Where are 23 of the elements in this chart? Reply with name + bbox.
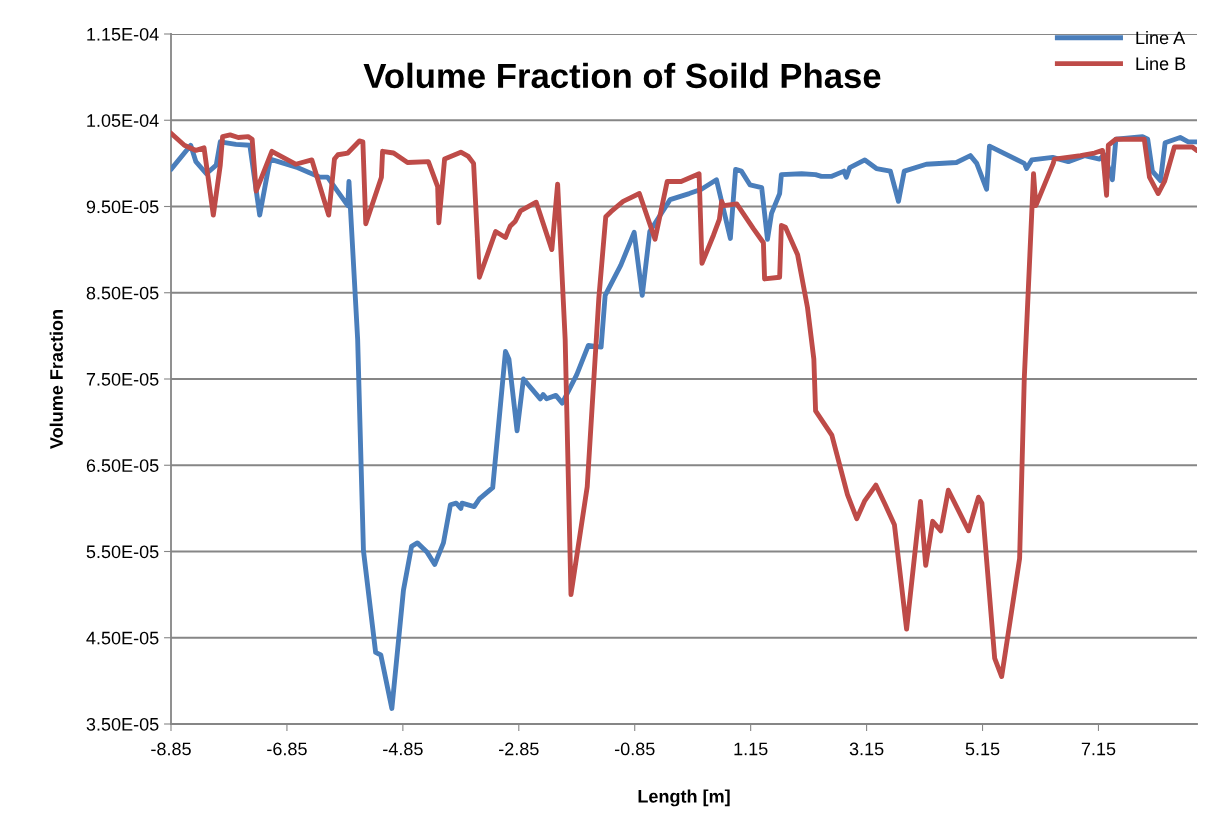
y-axis-title: Volume Fraction [49,310,63,449]
legend-label: Line B [1136,56,1186,71]
x-tick-label: -4.85 [383,742,423,756]
legend-label: Line A [1136,31,1186,45]
x-tick-label: 3.15 [849,742,884,756]
x-tick-label: -2.85 [499,742,539,756]
y-tick-label: 1.05E-04 [87,114,159,127]
y-tick-label: 1.15E-04 [87,27,159,41]
x-tick-label: 5.15 [965,742,1000,756]
x-tick-label: -8.85 [151,742,191,756]
y-tick-label: 4.50E-05 [86,631,159,645]
x-tick-label: 7.15 [1081,742,1116,756]
x-tick-label: -6.85 [267,742,307,756]
y-tick-label: 8.50E-05 [86,286,159,300]
x-axis-title: Length [m] [638,789,730,807]
x-tick-label: 1.15 [734,742,768,756]
y-tick-label: 7.50E-05 [86,372,159,386]
text: Volume Fraction of Soild Phase [363,62,881,89]
y-tick-label: 9.50E-05 [86,200,159,214]
y-tick-label: 3.50E-05 [86,717,159,731]
y-tick-label: 6.50E-05 [86,459,159,472]
x-tick-label: -0.85 [614,742,655,756]
y-tick-label: 5.50E-05 [86,545,159,559]
